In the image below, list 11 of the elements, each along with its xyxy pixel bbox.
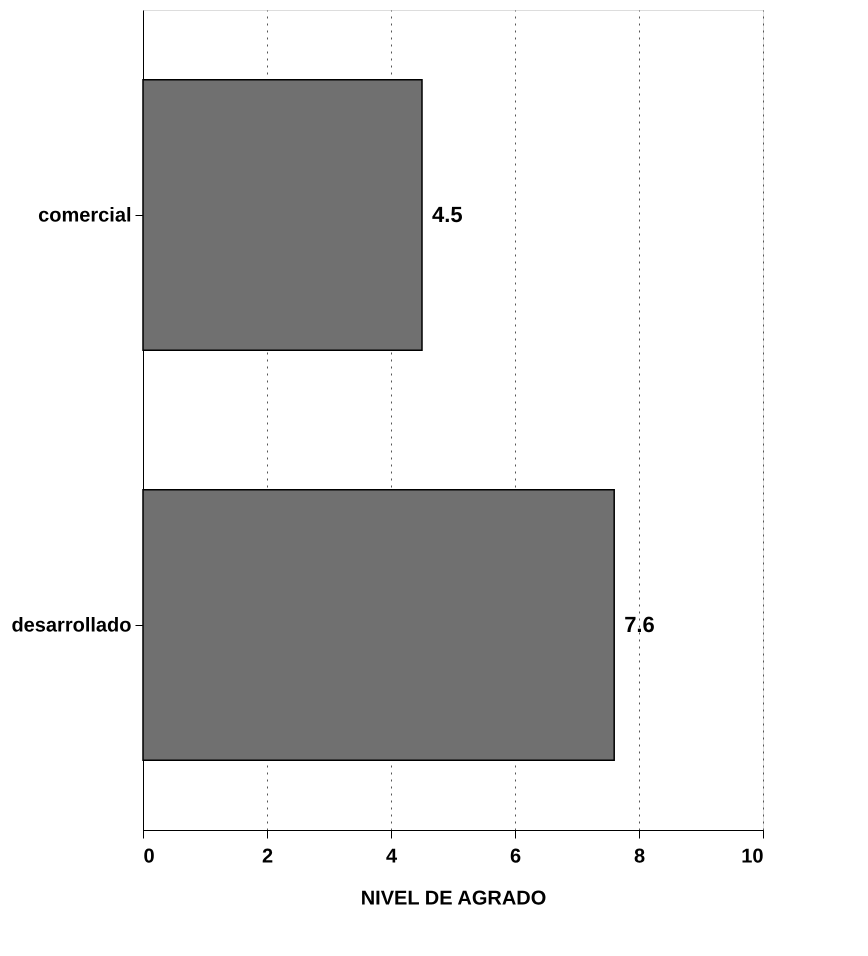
x-tick-label: 0 <box>144 846 155 868</box>
data-label: 7.6 <box>624 612 655 637</box>
x-tick-label: 8 <box>634 846 646 868</box>
x-tick-label: 4 <box>386 846 398 868</box>
y-tick-label: comercial <box>38 204 132 226</box>
x-tick-label: 2 <box>262 846 274 868</box>
x-tick-label: 10 <box>741 846 764 868</box>
x-axis-title: NIVEL DE AGRADO <box>360 888 546 910</box>
x-tick-label: 6 <box>510 846 522 868</box>
y-tick-label: desarrollado <box>11 614 132 636</box>
data-label: 4.5 <box>432 202 463 227</box>
